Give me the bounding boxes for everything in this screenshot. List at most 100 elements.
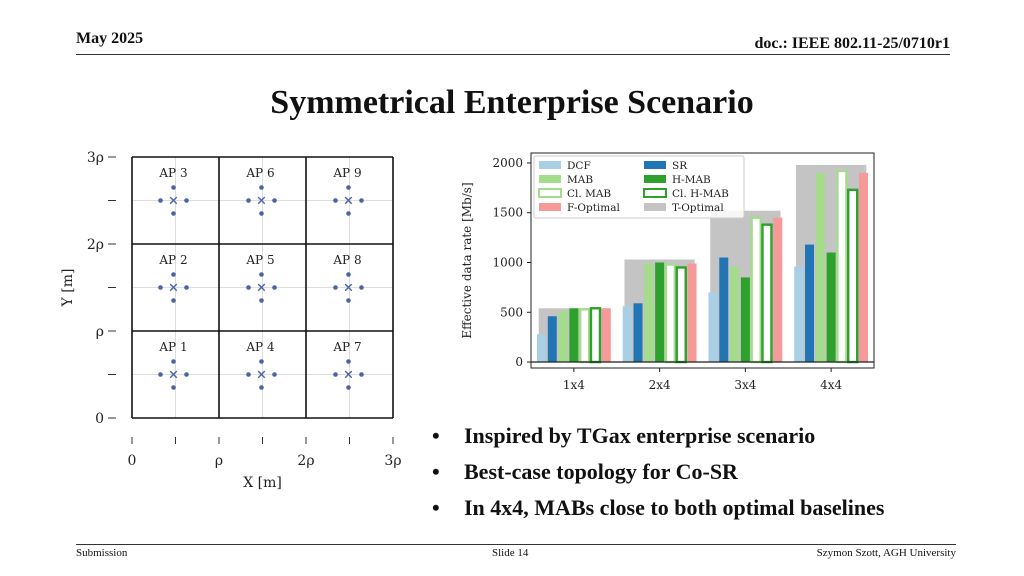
- bullet-item: • Inspired by TGax enterprise scenario: [432, 423, 816, 448]
- legend-swatch: [643, 188, 667, 198]
- legend-swatch: [538, 188, 562, 198]
- station-dot: [333, 285, 338, 290]
- station-dot: [359, 285, 364, 290]
- bar-h-mab: [740, 277, 750, 363]
- legend-label: F-Optimal: [567, 202, 620, 214]
- legend-label: T-Optimal: [672, 202, 724, 214]
- ap-label: AP 8: [332, 253, 361, 267]
- legend-swatch: [539, 161, 561, 169]
- bar-f-optimal: [859, 172, 869, 363]
- legend-swatch: [539, 203, 561, 211]
- x-tick-label: ρ: [215, 453, 223, 469]
- ap-marker-icon: ×: [256, 281, 267, 296]
- ap-label: AP 6: [245, 166, 274, 180]
- footer-left: Submission: [76, 547, 128, 559]
- ap-label: AP 3: [158, 166, 187, 180]
- y-tick-label: 500: [500, 305, 523, 319]
- ap-label: AP 5: [245, 253, 274, 267]
- station-dot: [333, 198, 338, 203]
- x-tick-label: 2x4: [649, 378, 671, 392]
- y-tick-label: 2ρ: [87, 237, 104, 253]
- station-dot: [346, 185, 351, 190]
- legend-label: DCF: [567, 160, 591, 172]
- legend-label: SR: [672, 160, 688, 172]
- legend-label: H-MAB: [672, 174, 711, 186]
- slide-title: Symmetrical Enterprise Scenario: [270, 84, 754, 121]
- y-tick-label: 2000: [492, 156, 523, 170]
- bar-dcf: [536, 334, 546, 363]
- ap-marker-icon: ×: [168, 194, 179, 209]
- station-dot: [171, 185, 176, 190]
- ap-marker-icon: ×: [343, 281, 354, 296]
- x-tick-label: 4x4: [820, 378, 842, 392]
- station-dot: [184, 198, 189, 203]
- topology-figure: AP 3 × AP 2 × AP 1 × AP 6 × AP 5 × AP 4 × AP 9 × AP 8 ×…: [60, 150, 402, 491]
- bar-cl-mab: [578, 308, 591, 364]
- station-dot: [346, 359, 351, 364]
- x-tick-label: 0: [128, 453, 137, 469]
- bar-cl-h-mab: [761, 223, 773, 364]
- bar-cl-mab: [836, 169, 848, 364]
- bullet-item: • In 4x4, MABs close to both optimal base…: [432, 495, 885, 520]
- bar-cl-mab: [750, 216, 762, 364]
- footer-slide-number: Slide 14: [492, 547, 529, 559]
- station-dot: [272, 198, 277, 203]
- station-dot: [171, 385, 176, 390]
- station-dot: [259, 272, 264, 277]
- bullet-item: • Best-case topology for Co-SR: [432, 459, 738, 484]
- station-dot: [246, 372, 251, 377]
- bar-h-mab: [655, 262, 665, 363]
- header-date: May 2025: [76, 30, 144, 47]
- bar-h-mab: [569, 308, 579, 363]
- ap-marker-icon: ×: [168, 368, 179, 383]
- footer-author: Szymon Szott, AGH University: [816, 547, 956, 559]
- legend-box: [533, 155, 745, 219]
- station-dot: [272, 372, 277, 377]
- station-dot: [246, 198, 251, 203]
- ap-label: AP 7: [332, 340, 361, 354]
- y-tick-label: ρ: [96, 324, 104, 340]
- station-dot: [184, 372, 189, 377]
- ap-marker-icon: ×: [168, 281, 179, 296]
- station-dot: [346, 211, 351, 216]
- bar-sr: [805, 244, 815, 363]
- bar-sr: [719, 257, 729, 363]
- station-dot: [171, 211, 176, 216]
- station-dot: [171, 298, 176, 303]
- ap-label: AP 2: [158, 253, 187, 267]
- x-tick-label: 3ρ: [384, 453, 401, 469]
- station-dot: [259, 298, 264, 303]
- legend-swatch: [644, 161, 666, 169]
- legend-swatch: [644, 175, 666, 183]
- x-tick-label: 3x4: [734, 378, 756, 392]
- bar-mab: [558, 311, 568, 363]
- station-dot: [158, 198, 163, 203]
- station-dot: [246, 285, 251, 290]
- x-axis-label: X [m]: [243, 475, 282, 491]
- station-dot: [359, 372, 364, 377]
- bullet-list: • Inspired by TGax enterprise scenario • B…: [432, 418, 884, 526]
- bar-cl-h-mab: [589, 307, 602, 364]
- bar-cl-h-mab: [675, 266, 687, 364]
- y-tick-label: 3ρ: [87, 150, 104, 166]
- x-tick-label: 2ρ: [297, 453, 314, 469]
- bar-chart: 1x4 2x4 3x4 4x4 0 500 1000 1500 2000 Effective da…: [460, 152, 875, 392]
- footer-divider: [76, 544, 956, 545]
- bar-mab: [644, 263, 654, 363]
- bar-f-optimal: [773, 217, 783, 363]
- bar-dcf: [622, 306, 632, 363]
- legend-swatch: [644, 203, 666, 211]
- station-dot: [259, 185, 264, 190]
- y-tick-label: 0: [515, 355, 523, 369]
- station-dot: [259, 211, 264, 216]
- bar-f-optimal: [687, 263, 697, 363]
- station-dot: [359, 198, 364, 203]
- bar-cl-mab: [664, 263, 677, 364]
- bar-f-optimal: [601, 308, 611, 363]
- station-dot: [333, 372, 338, 377]
- bar-sr: [633, 303, 643, 363]
- bar-sr: [547, 316, 557, 363]
- station-dot: [346, 272, 351, 277]
- y-tick-label: 1500: [492, 206, 523, 220]
- bar-dcf: [708, 292, 718, 363]
